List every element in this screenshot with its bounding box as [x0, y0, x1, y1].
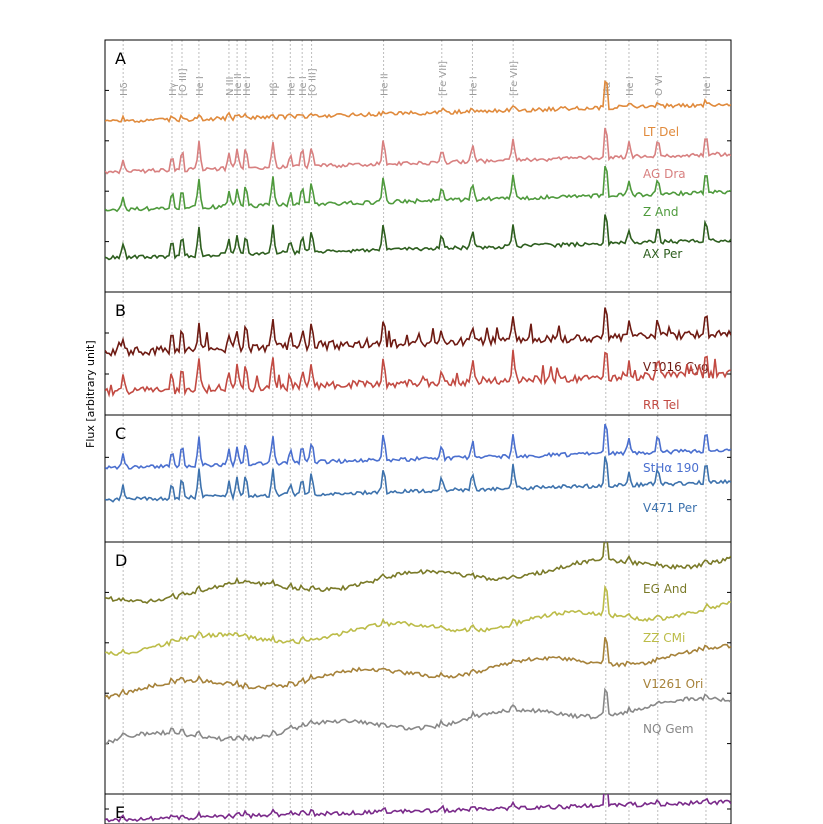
line-label-6: He I	[242, 76, 253, 96]
series-label: ZZ CMi	[643, 631, 685, 645]
spectrum-sth-190	[105, 423, 731, 471]
panel-label: D	[115, 551, 127, 570]
spectrum-lt-del	[105, 80, 731, 124]
line-label-5: He II	[233, 73, 244, 96]
series-label: Z And	[643, 205, 678, 219]
spectrum-z-and	[105, 165, 731, 213]
line-label-2: [O III]	[178, 68, 189, 96]
panel-c: C StHα 190 V471 Per	[104, 414, 732, 543]
panel-label: B	[115, 301, 126, 320]
series-label: NQ Gem	[643, 722, 694, 736]
line-label-0: Hδ	[119, 82, 130, 96]
panel-label: E	[115, 803, 125, 822]
spectrum-rr-tel	[105, 349, 731, 398]
panel-e: E	[104, 793, 732, 824]
panel-label: A	[115, 49, 126, 68]
panel-label: C	[115, 424, 126, 443]
line-label-17: O VI	[654, 75, 665, 96]
spectrum-eg-and	[105, 542, 731, 604]
spectrum-ax-per	[105, 214, 731, 261]
series-label: StHα 190	[643, 461, 699, 475]
series-label: V1261 Ori	[643, 677, 703, 691]
spectrum-nq-gem	[105, 687, 731, 746]
line-label-7: Hβ	[269, 82, 280, 96]
line-label-14: [Fe VII]	[509, 61, 520, 96]
spectrum-ag-dra	[105, 127, 731, 175]
spectrum-series	[105, 794, 731, 823]
line-label-9: He I	[298, 76, 309, 96]
line-label-11: He II	[380, 73, 391, 96]
spectrum-v1016-cyg	[105, 307, 731, 358]
line-label-10: [O III]	[308, 68, 319, 96]
spectrum-v1261-ori	[105, 637, 731, 700]
spectrum-v471-per	[105, 456, 731, 503]
line-label-16: He I	[625, 76, 636, 96]
line-label-1: Hγ	[168, 82, 179, 96]
panel-a: A LT Del AG Dra Z And AX Per	[104, 39, 732, 293]
line-label-4: N III	[225, 76, 236, 96]
line-label-8: He I	[286, 76, 297, 96]
panel-d: D EG And ZZ CMi V1261 Ori NQ Gem	[104, 541, 732, 795]
series-label: AG Dra	[643, 167, 686, 181]
series-label: AX Per	[643, 247, 682, 261]
series-label: LT Del	[643, 125, 679, 139]
series-label: RR Tel	[643, 398, 680, 412]
line-label-18: He I	[702, 76, 713, 96]
line-label-12: [Fe VII]	[438, 61, 449, 96]
panel-frame	[104, 414, 732, 543]
spectrum-zz-cmi	[105, 584, 731, 656]
series-label: EG And	[643, 582, 687, 596]
line-label-3: He I	[195, 76, 206, 96]
line-label-13: He I	[468, 76, 479, 96]
series-label: V471 Per	[643, 501, 697, 515]
y-axis-label: Flux [arbitrary unit]	[84, 340, 97, 448]
